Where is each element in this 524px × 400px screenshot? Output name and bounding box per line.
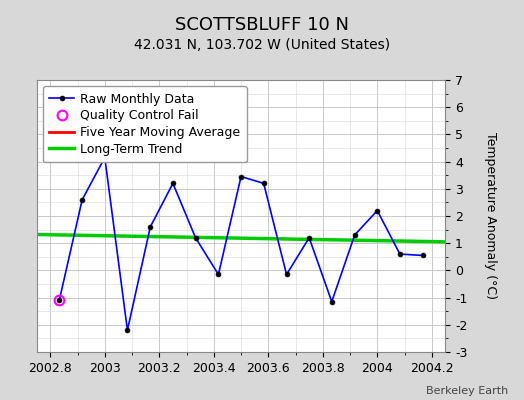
Raw Monthly Data <box>147 224 154 229</box>
Text: Berkeley Earth: Berkeley Earth <box>426 386 508 396</box>
Legend: Raw Monthly Data, Quality Control Fail, Five Year Moving Average, Long-Term Tren: Raw Monthly Data, Quality Control Fail, … <box>43 86 247 162</box>
Line: Raw Monthly Data: Raw Monthly Data <box>57 155 425 333</box>
Raw Monthly Data <box>238 174 244 179</box>
Raw Monthly Data <box>170 181 176 186</box>
Raw Monthly Data <box>260 181 267 186</box>
Raw Monthly Data <box>56 298 62 303</box>
Text: SCOTTSBLUFF 10 N: SCOTTSBLUFF 10 N <box>175 16 349 34</box>
Raw Monthly Data <box>374 208 380 213</box>
Raw Monthly Data <box>306 235 312 240</box>
Text: 42.031 N, 103.702 W (United States): 42.031 N, 103.702 W (United States) <box>134 38 390 52</box>
Raw Monthly Data <box>192 235 199 240</box>
Raw Monthly Data <box>352 233 358 238</box>
Raw Monthly Data <box>124 328 130 333</box>
Raw Monthly Data <box>420 253 426 258</box>
Raw Monthly Data <box>329 299 335 304</box>
Raw Monthly Data <box>283 272 290 277</box>
Raw Monthly Data <box>102 155 108 160</box>
Raw Monthly Data <box>397 252 403 256</box>
Raw Monthly Data <box>79 197 85 202</box>
Raw Monthly Data <box>215 272 222 277</box>
Y-axis label: Temperature Anomaly (°C): Temperature Anomaly (°C) <box>484 132 497 300</box>
